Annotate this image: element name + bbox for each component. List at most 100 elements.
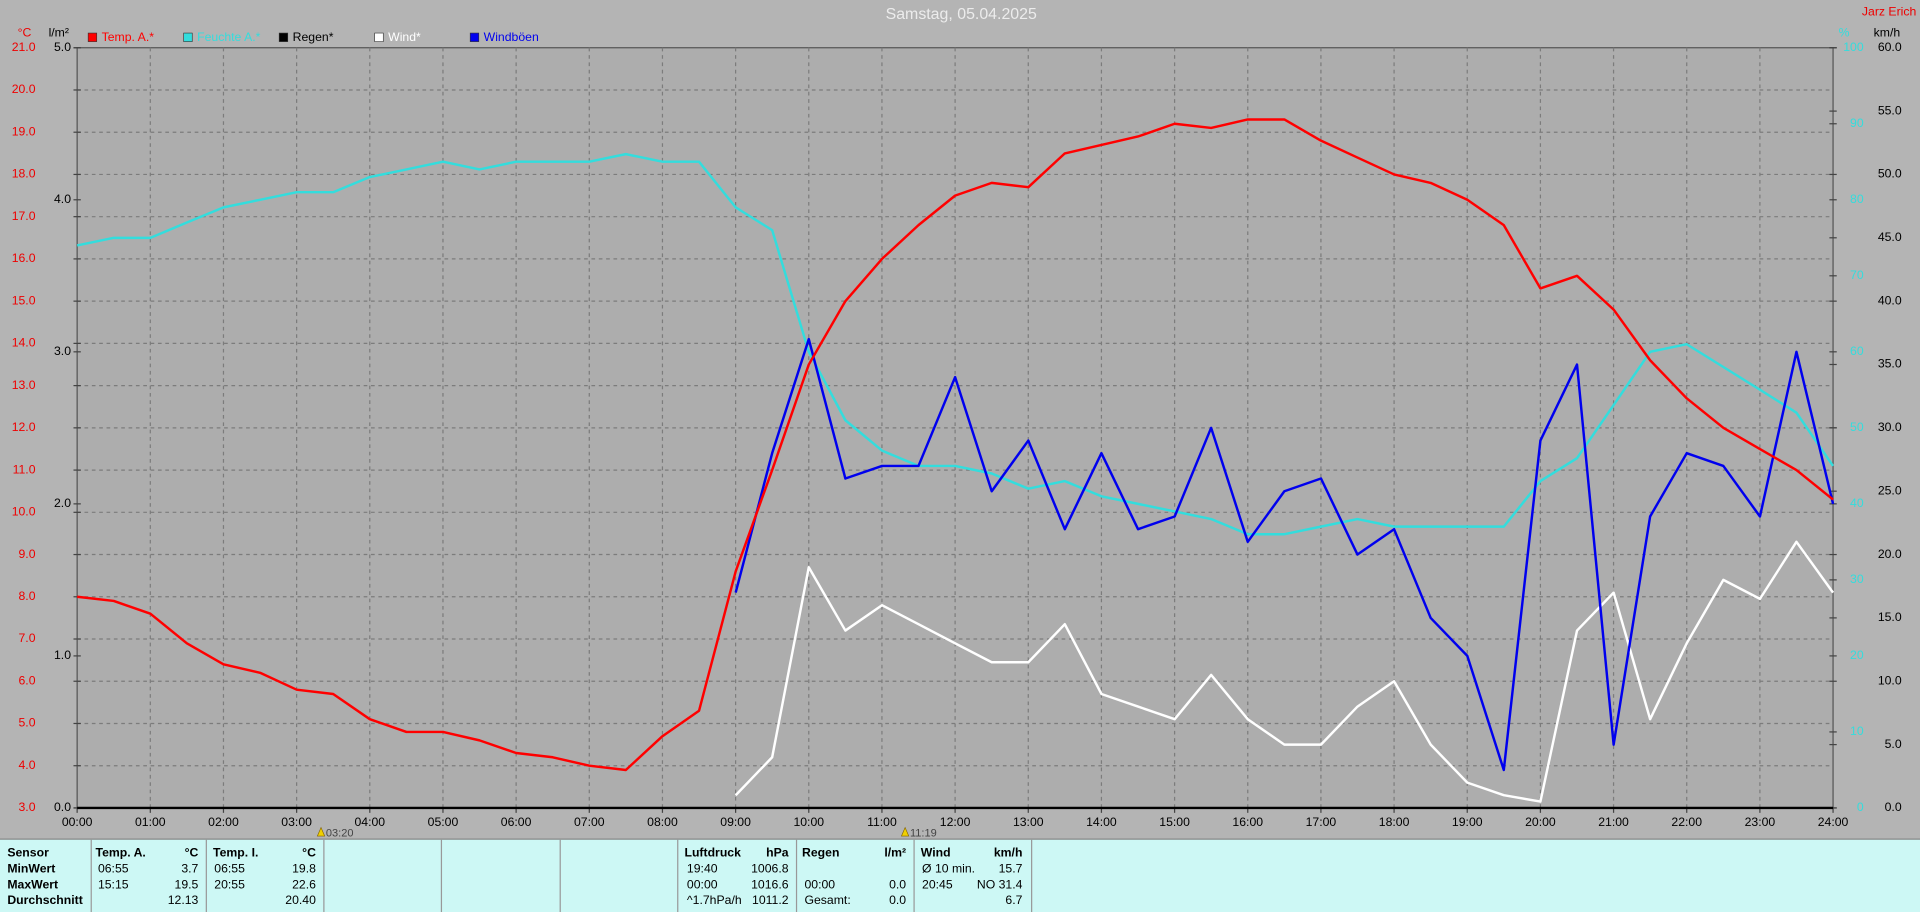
x-tick-label: 04:00 xyxy=(354,815,385,829)
x-tick-label: 21:00 xyxy=(1598,815,1629,829)
y3-tick-label: 100 xyxy=(1843,40,1864,54)
table-header: km/h xyxy=(994,845,1023,859)
y-tick-label: 11.0 xyxy=(13,462,36,476)
y3-tick-label: 20 xyxy=(1850,648,1864,662)
y4-tick-label: 60.0 xyxy=(1878,40,1902,54)
y3-tick-label: 50 xyxy=(1850,420,1864,434)
y4-tick-label: 0.0 xyxy=(1885,800,1902,814)
y4-tick-label: 40.0 xyxy=(1878,293,1902,307)
y-tick-label: 17.0 xyxy=(12,209,36,223)
x-tick-label: 05:00 xyxy=(428,815,459,829)
x-tick-label: 14:00 xyxy=(1086,815,1117,829)
legend-swatch xyxy=(278,32,289,42)
table-cell: 20:55 xyxy=(214,877,245,891)
x-tick-label: 00:00 xyxy=(62,815,93,829)
x-tick-label: 10:00 xyxy=(793,815,824,829)
x-tick-label: 17:00 xyxy=(1306,815,1337,829)
x-tick-label: 06:00 xyxy=(501,815,532,829)
y4-tick-label: 25.0 xyxy=(1878,483,1902,497)
legend-swatch xyxy=(374,32,384,42)
y-tick-label: 5.0 xyxy=(18,716,35,730)
y4-tick-label: 10.0 xyxy=(1878,673,1902,687)
y2-tick-label: 0.0 xyxy=(54,800,71,814)
y-tick-label: 8.0 xyxy=(18,589,35,603)
table-cell: 0.0 xyxy=(889,893,906,907)
y-tick-label: 10.0 xyxy=(12,505,36,519)
table-cell: 19.8 xyxy=(292,861,316,875)
y-tick-label: 19.0 xyxy=(12,124,36,138)
table-header: hPa xyxy=(766,845,789,859)
table-cell: Ø 10 min. xyxy=(922,861,975,875)
y3-tick-label: 10 xyxy=(1850,724,1864,738)
table-cell: 6.7 xyxy=(1005,893,1022,907)
y-tick-label: 21.0 xyxy=(12,40,36,54)
table-cell: Durchschnitt xyxy=(7,893,82,907)
legend-label: Temp. A.* xyxy=(102,30,155,44)
x-tick-label: 24:00 xyxy=(1818,815,1849,829)
table-header: Regen xyxy=(802,845,839,859)
y3-tick-label: 90 xyxy=(1850,116,1864,130)
y-tick-label: 4.0 xyxy=(18,758,35,772)
x-tick-label: 15:00 xyxy=(1159,815,1190,829)
y2-tick-label: 3.0 xyxy=(54,344,71,358)
annotation-label: 03:20 xyxy=(326,828,354,840)
table-cell: 20:45 xyxy=(922,877,953,891)
table-header: Wind xyxy=(921,845,951,859)
y4-tick-label: 20.0 xyxy=(1878,547,1902,561)
table-cell: 1016.6 xyxy=(751,877,789,891)
table-cell: 20.40 xyxy=(285,893,316,907)
x-tick-label: 20:00 xyxy=(1525,815,1556,829)
y3-tick-label: 80 xyxy=(1850,192,1864,206)
table-cell: 19.5 xyxy=(175,877,199,891)
table-cell: Gesamt: xyxy=(804,893,850,907)
legend-swatch xyxy=(183,32,193,42)
author: Jarz Erich xyxy=(1862,4,1917,18)
legend-label: Wind* xyxy=(388,30,421,44)
annotation-label: 11:19 xyxy=(910,828,937,840)
table-cell: MaxWert xyxy=(7,877,58,891)
table-header: Luftdruck xyxy=(684,845,741,859)
x-tick-label: 13:00 xyxy=(1013,815,1044,829)
y2-tick-label: 2.0 xyxy=(54,496,71,510)
x-tick-label: 11:00 xyxy=(867,815,897,829)
legend-swatch xyxy=(469,32,480,42)
table-cell: 12.13 xyxy=(168,893,199,907)
table-header: Temp. A. xyxy=(96,845,146,859)
y3-tick-label: 40 xyxy=(1850,496,1864,510)
table-header: Temp. I. xyxy=(213,845,258,859)
table-cell: 00:00 xyxy=(804,877,835,891)
y3-tick-label: 0 xyxy=(1857,800,1864,814)
table-header: Sensor xyxy=(7,845,49,859)
y2-tick-label: 5.0 xyxy=(54,40,71,54)
x-tick-label: 08:00 xyxy=(647,815,678,829)
annotation-marker xyxy=(316,826,326,837)
table-cell: ^1.7hPa/h xyxy=(687,893,742,907)
table-cell: NO 31.4 xyxy=(977,877,1023,891)
y4-tick-label: 15.0 xyxy=(1878,610,1902,624)
y4-tick-label: 5.0 xyxy=(1885,737,1902,751)
table-cell: 1006.8 xyxy=(751,861,789,875)
y-tick-label: 9.0 xyxy=(18,547,35,561)
x-tick-label: 12:00 xyxy=(940,815,971,829)
legend-swatch xyxy=(87,32,98,42)
x-tick-label: 09:00 xyxy=(720,815,751,829)
annotation-marker xyxy=(900,826,910,837)
table-header: l/m² xyxy=(884,845,906,859)
table-cell: 15:15 xyxy=(98,877,129,891)
y-tick-label: 18.0 xyxy=(12,167,36,181)
series-line xyxy=(76,152,1835,536)
y4-tick-label: 55.0 xyxy=(1878,103,1902,117)
y-tick-label: 16.0 xyxy=(12,251,36,265)
x-tick-label: 07:00 xyxy=(574,815,605,829)
y4-axis-unit: km/h xyxy=(1874,25,1901,39)
table-cell: 06:55 xyxy=(98,861,129,875)
table-cell: 3.7 xyxy=(181,861,198,875)
table-cell: 0.0 xyxy=(889,877,906,891)
y2-tick-label: 1.0 xyxy=(54,648,71,662)
y-tick-label: 6.0 xyxy=(18,673,35,687)
footer xyxy=(0,838,1920,912)
y4-tick-label: 30.0 xyxy=(1878,420,1902,434)
series-line xyxy=(734,337,1835,772)
